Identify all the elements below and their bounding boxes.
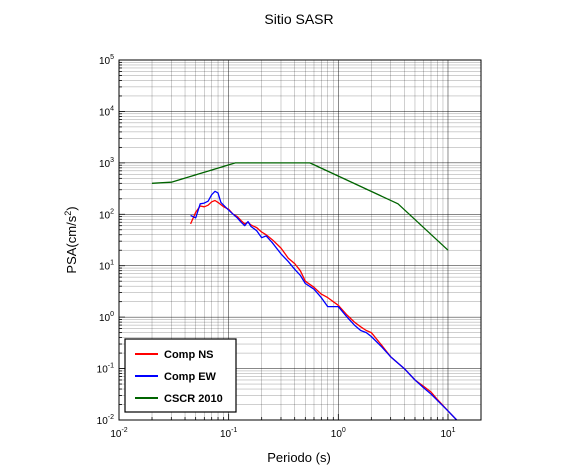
chart-title: Sitio SASR bbox=[264, 11, 333, 27]
x-axis-label: Periodo (s) bbox=[267, 450, 331, 465]
y-tick-label: 104 bbox=[99, 105, 114, 118]
series-line-comp-ew bbox=[190, 190, 458, 421]
series-line-cscr-2010 bbox=[151, 162, 449, 251]
y-tick-label: 100 bbox=[99, 311, 114, 324]
y-axis-label-main: PSA(cm/s bbox=[64, 215, 79, 273]
x-tick-label: 10-2 bbox=[110, 427, 127, 440]
x-tick-label: 101 bbox=[440, 427, 455, 440]
legend-label-cscr-2010: CSCR 2010 bbox=[164, 393, 223, 405]
data-series bbox=[151, 162, 458, 421]
y-tick-label: 105 bbox=[99, 54, 114, 67]
y-tick-label: 102 bbox=[99, 208, 114, 221]
legend-label-comp-ns: Comp NS bbox=[164, 349, 214, 361]
y-axis-label-exp: 2 bbox=[63, 211, 73, 216]
y-tick-label: 103 bbox=[99, 157, 114, 170]
y-tick-label: 10-2 bbox=[97, 414, 114, 427]
y-tick-label: 10-1 bbox=[97, 363, 114, 376]
y-axis-label-close: ) bbox=[64, 206, 79, 210]
legend: Comp NS Comp EW CSCR 2010 bbox=[124, 338, 237, 413]
x-tick-label: 10-1 bbox=[220, 427, 237, 440]
y-axis-label: PSA(cm/s2) bbox=[63, 206, 79, 273]
x-tick-label: 100 bbox=[331, 427, 346, 440]
y-tick-label: 101 bbox=[99, 260, 114, 273]
plot-frame bbox=[118, 59, 482, 421]
legend-label-comp-ew: Comp EW bbox=[164, 371, 217, 383]
axis-ticks: 10-2 10-1 100 101 10-2 10-1 100 101 102 103 104 105 bbox=[97, 54, 482, 440]
